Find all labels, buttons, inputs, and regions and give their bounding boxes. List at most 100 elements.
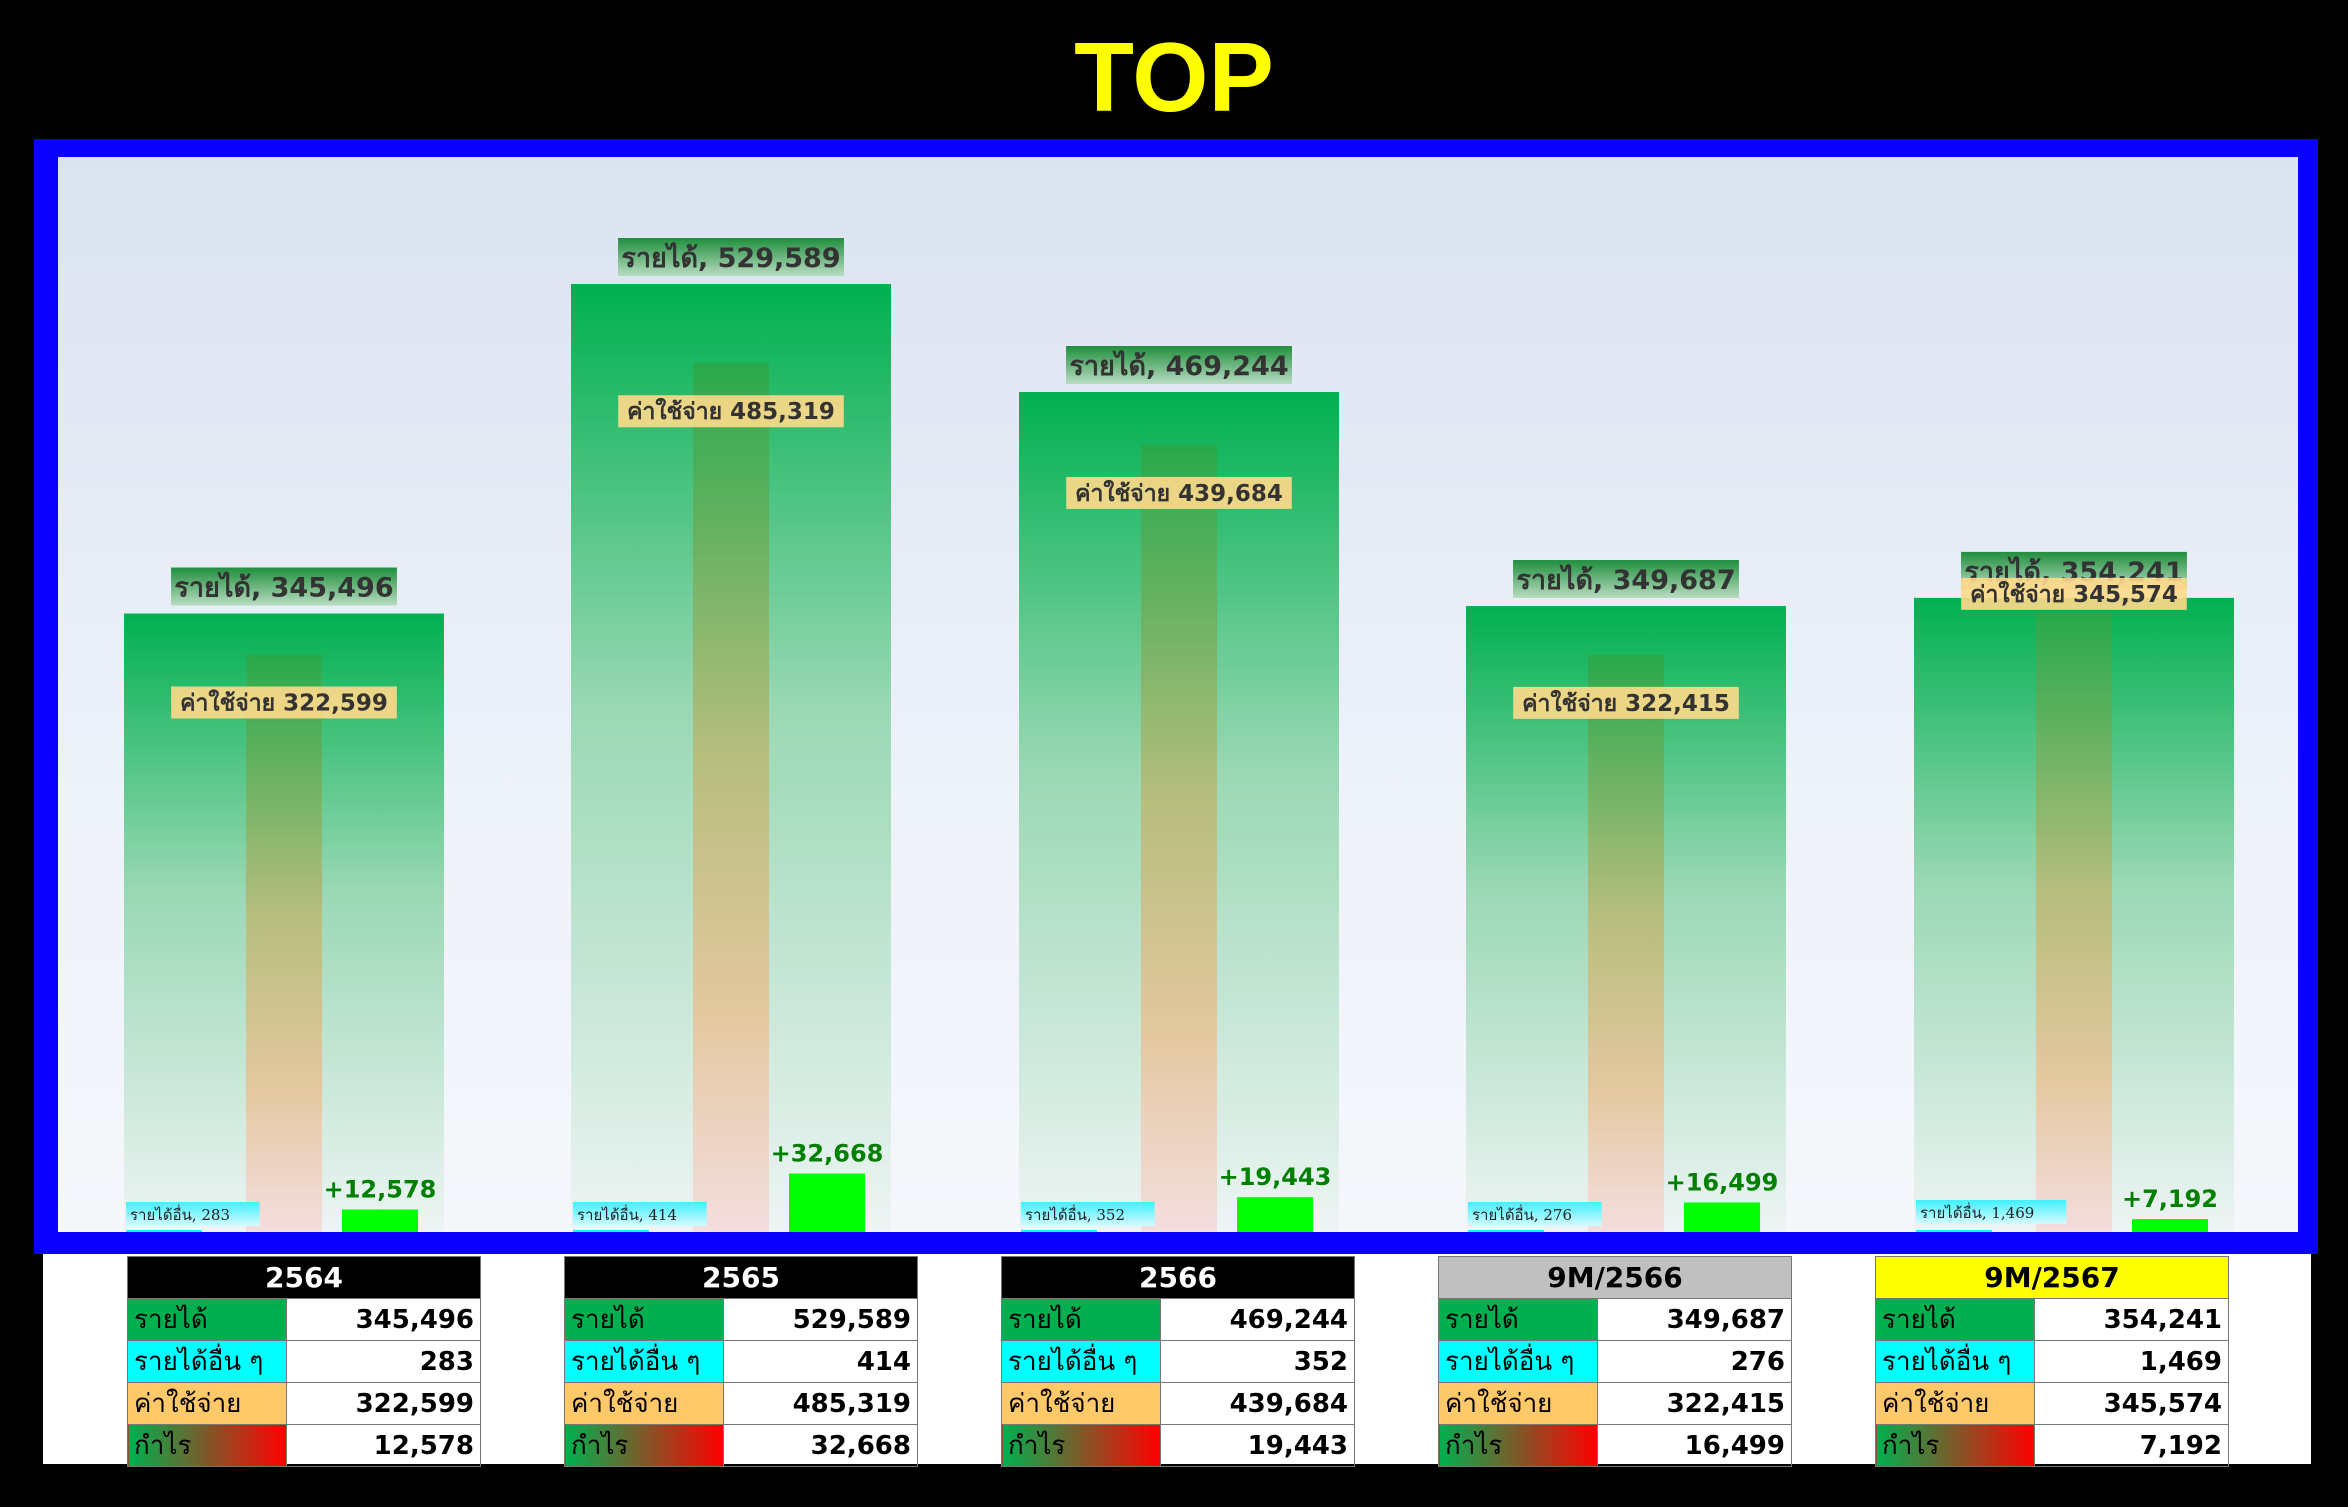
expense-data-label: ค่าใช้จ่าย 322,415 [1522,689,1730,717]
revenue-label-bg [1513,560,1739,599]
row-value: 529,589 [723,1298,918,1341]
revenue-row: รายได้ 354,241 [1874,1298,2229,1341]
revenue-data-label: รายได้, 529,589 [621,242,840,274]
table-header: 2565 [564,1256,918,1299]
expense-data-label: ค่าใช้จ่าย 322,599 [180,689,388,717]
row-value: 485,319 [723,1382,918,1425]
profit-bar [342,1209,418,1232]
expense-label-bg [1066,476,1292,509]
profit-bar [789,1173,865,1232]
expense-bar [693,363,769,1232]
other-revenue-bar [126,1230,202,1232]
expense-bar [1141,444,1217,1232]
row-label: รายได้ [1874,1298,2036,1341]
row-label: รายได้ [126,1298,288,1341]
row-label: รายได้อื่น ๆ [126,1340,288,1383]
row-label: รายได้ [563,1298,725,1341]
other-label-bg [573,1202,707,1226]
row-label: รายได้อื่น ๆ [1437,1340,1599,1383]
row-label: กำไร [126,1424,288,1467]
row-value: 414 [723,1340,918,1383]
summary-table-4: 9M/2566 รายได้ 349,687 รายได้อื่น ๆ 276 ค่าใช… [1437,1256,1792,1467]
row-label: รายได้ [1000,1298,1162,1341]
revenue-data-label: รายได้, 345,496 [174,572,393,604]
row-label: ค่าใช้จ่าย [126,1382,288,1425]
row-label: ค่าใช้จ่าย [563,1382,725,1425]
expense-label-bg [171,686,397,719]
expense-bar [1588,654,1664,1232]
other-revenue-bar [573,1230,649,1232]
profit-bar [1237,1197,1313,1232]
other-revenue-row: รายได้อื่น ๆ 414 [563,1340,918,1383]
row-label: รายได้อื่น ๆ [1874,1340,2036,1383]
other-data-label: รายได้อื่น, 1,469 [1920,1202,2034,1222]
row-value: 12,578 [286,1424,481,1467]
table-header: 2566 [1001,1256,1355,1299]
row-value: 16,499 [1597,1424,1792,1467]
row-value: 32,668 [723,1424,918,1467]
expense-bar [246,654,322,1232]
revenue-row: รายได้ 349,687 [1437,1298,1792,1341]
row-value: 7,192 [2034,1424,2229,1467]
profit-bar [2132,1219,2208,1232]
other-revenue-row: รายได้อื่น ๆ 1,469 [1874,1340,2229,1383]
row-label: รายได้อื่น ๆ [563,1340,725,1383]
other-label-bg [1021,1202,1155,1226]
row-value: 19,443 [1160,1424,1355,1467]
row-value: 276 [1597,1340,1792,1383]
revenue-row: รายได้ 345,496 [126,1298,481,1341]
row-label: กำไร [1000,1424,1162,1467]
row-label: รายได้ [1437,1298,1599,1341]
revenue-label-bg [171,567,397,606]
bar-chart: รายได้, 345,496 ค่าใช้จ่าย 322,599 +12,578… [124,238,2234,1232]
other-label-bg [126,1202,260,1226]
table-header: 9M/2567 [1875,1256,2229,1299]
expense-label-bg [1961,577,2187,610]
row-label: กำไร [1437,1424,1599,1467]
other-revenue-row: รายได้อื่น ๆ 276 [1437,1340,1792,1383]
profit-row: กำไร 32,668 [563,1424,918,1467]
expense-row: ค่าใช้จ่าย 345,574 [1874,1382,2229,1425]
revenue-data-label: รายได้, 349,687 [1516,564,1735,596]
revenue-label-bg [1066,346,1292,385]
profit-data-label: +7,192 [2122,1185,2218,1213]
profit-data-label: +12,578 [324,1175,437,1203]
row-label: รายได้อื่น ๆ [1000,1340,1162,1383]
other-data-label: รายได้อื่น, 283 [130,1204,230,1224]
chart-title: TOP [1074,22,1274,132]
row-value: 283 [286,1340,481,1383]
row-value: 322,415 [1597,1382,1792,1425]
expense-bar [2036,613,2112,1232]
revenue-label-bg [618,238,844,276]
revenue-data-label: รายได้, 469,244 [1069,350,1288,382]
plot-area: รายได้, 345,496 ค่าใช้จ่าย 322,599 +12,578… [58,157,2298,1232]
other-revenue-bar [1021,1230,1097,1232]
expense-label-bg [618,395,844,428]
row-label: ค่าใช้จ่าย [1000,1382,1162,1425]
row-value: 439,684 [1160,1382,1355,1425]
expense-row: ค่าใช้จ่าย 439,684 [1000,1382,1355,1425]
other-label-bg [1468,1202,1602,1226]
profit-row: กำไร 7,192 [1874,1424,2229,1467]
other-data-label: รายได้อื่น, 352 [1025,1204,1125,1224]
profit-data-label: +16,499 [1666,1168,1779,1196]
expense-data-label: ค่าใช้จ่าย 439,684 [1075,479,1283,507]
table-header: 9M/2566 [1438,1256,1792,1299]
summary-table-1: 2564 รายได้ 345,496 รายได้อื่น ๆ 283 ค่าใช้จ่… [126,1256,481,1467]
row-value: 469,244 [1160,1298,1355,1341]
revenue-row: รายได้ 529,589 [563,1298,918,1341]
other-revenue-bar [1468,1230,1544,1232]
expense-data-label: ค่าใช้จ่าย 345,574 [1970,580,2178,608]
row-label: กำไร [563,1424,725,1467]
summary-tables: 2564 รายได้ 345,496 รายได้อื่น ๆ 283 ค่าใช้จ่… [43,1254,2311,1467]
expense-data-label: ค่าใช้จ่าย 485,319 [627,397,835,425]
row-value: 345,574 [2034,1382,2229,1425]
row-value: 1,469 [2034,1340,2229,1383]
other-revenue-row: รายได้อื่น ๆ 283 [126,1340,481,1383]
expense-row: ค่าใช้จ่าย 322,415 [1437,1382,1792,1425]
summary-table-2: 2565 รายได้ 529,589 รายได้อื่น ๆ 414 ค่าใช้จ่… [563,1256,918,1467]
other-revenue-bar [1916,1230,1992,1232]
profit-bar [1684,1202,1760,1232]
profit-data-label: +19,443 [1219,1163,1332,1191]
profit-row: กำไร 12,578 [126,1424,481,1467]
